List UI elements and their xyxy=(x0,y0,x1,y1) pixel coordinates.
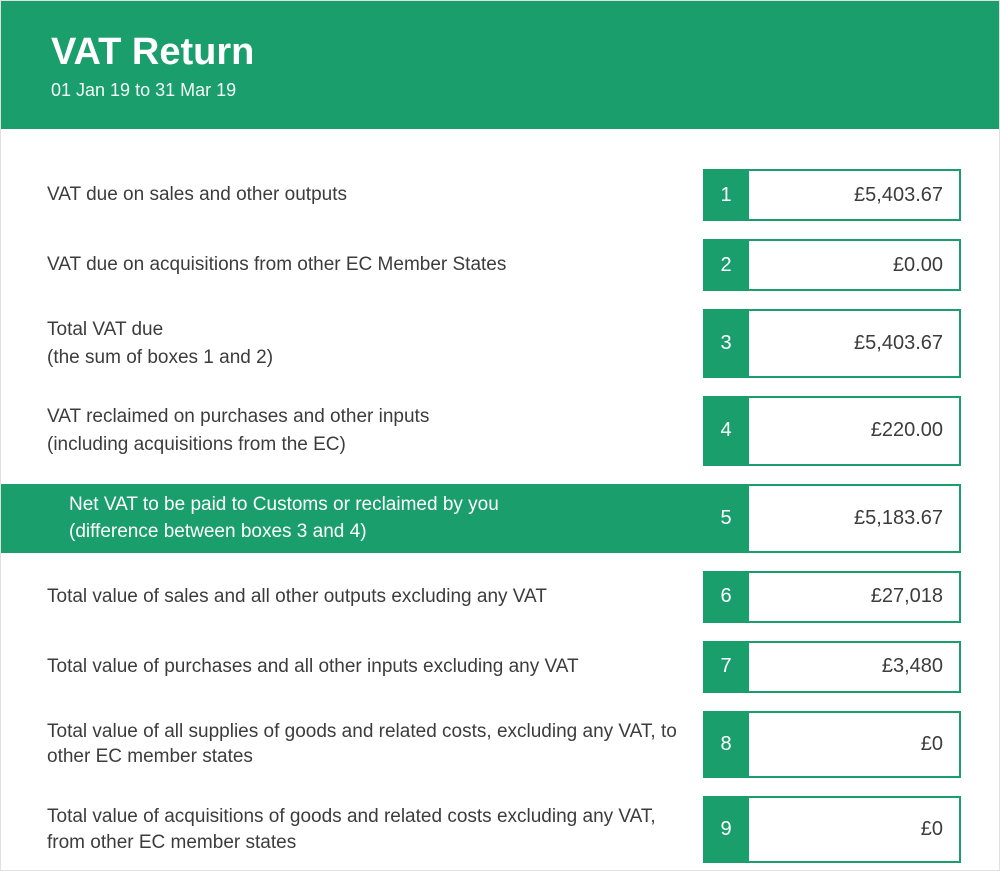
row-description: VAT reclaimed on purchases and other inp… xyxy=(47,404,693,430)
row-description-sub: (difference between boxes 3 and 4) xyxy=(69,519,693,545)
vat-row: Total value of all supplies of goods and… xyxy=(39,711,961,778)
vat-row: Total value of purchases and all other i… xyxy=(39,641,961,693)
vat-return-container: VAT Return 01 Jan 19 to 31 Mar 19 VAT du… xyxy=(0,0,1000,871)
page-title: VAT Return xyxy=(51,31,949,74)
box-value: £0.00 xyxy=(749,239,961,291)
box-value: £5,403.67 xyxy=(749,169,961,221)
box-number: 6 xyxy=(703,571,749,623)
row-description-wrap: Total value of acquisitions of goods and… xyxy=(39,796,703,863)
box-number: 3 xyxy=(703,309,749,378)
box-number: 4 xyxy=(703,396,749,465)
box-number: 9 xyxy=(703,796,749,863)
row-description: VAT due on acquisitions from other EC Me… xyxy=(47,252,693,278)
row-description-wrap: Net VAT to be paid to Customs or reclaim… xyxy=(39,484,703,553)
row-description: Total value of all supplies of goods and… xyxy=(47,719,693,770)
row-description: Total value of sales and all other outpu… xyxy=(47,584,693,610)
row-description: Net VAT to be paid to Customs or reclaim… xyxy=(69,492,693,518)
vat-row: VAT reclaimed on purchases and other inp… xyxy=(39,396,961,465)
row-description-wrap: Total value of purchases and all other i… xyxy=(39,641,703,693)
row-description-sub: (including acquisitions from the EC) xyxy=(47,432,693,458)
box-number: 5 xyxy=(703,484,749,553)
vat-rows-body: VAT due on sales and other outputs1£5,40… xyxy=(1,129,999,863)
vat-row: VAT due on sales and other outputs 1£5,40… xyxy=(39,169,961,221)
vat-row: Total VAT due(the sum of boxes 1 and 2)3… xyxy=(39,309,961,378)
box-value: £27,018 xyxy=(749,571,961,623)
row-description-wrap: VAT due on sales and other outputs xyxy=(39,169,703,221)
row-description-wrap: Total VAT due(the sum of boxes 1 and 2) xyxy=(39,309,703,378)
vat-row: Net VAT to be paid to Customs or reclaim… xyxy=(1,484,961,553)
row-description: Total VAT due xyxy=(47,317,693,343)
row-description-wrap: VAT due on acquisitions from other EC Me… xyxy=(39,239,703,291)
row-description: VAT due on sales and other outputs xyxy=(47,182,693,208)
date-range: 01 Jan 19 to 31 Mar 19 xyxy=(51,80,949,101)
box-value: £0 xyxy=(749,711,961,778)
box-value: £5,403.67 xyxy=(749,309,961,378)
box-value: £5,183.67 xyxy=(749,484,961,553)
header: VAT Return 01 Jan 19 to 31 Mar 19 xyxy=(1,1,999,129)
row-description-wrap: VAT reclaimed on purchases and other inp… xyxy=(39,396,703,465)
box-number: 1 xyxy=(703,169,749,221)
row-description-sub: (the sum of boxes 1 and 2) xyxy=(47,345,693,371)
box-value: £0 xyxy=(749,796,961,863)
box-number: 8 xyxy=(703,711,749,778)
vat-row: VAT due on acquisitions from other EC Me… xyxy=(39,239,961,291)
row-description: Total value of purchases and all other i… xyxy=(47,654,693,680)
box-number: 2 xyxy=(703,239,749,291)
box-number: 7 xyxy=(703,641,749,693)
vat-row: Total value of acquisitions of goods and… xyxy=(39,796,961,863)
box-value: £3,480 xyxy=(749,641,961,693)
vat-row: Total value of sales and all other outpu… xyxy=(39,571,961,623)
row-description-wrap: Total value of all supplies of goods and… xyxy=(39,711,703,778)
row-description: Total value of acquisitions of goods and… xyxy=(47,804,693,855)
row-description-wrap: Total value of sales and all other outpu… xyxy=(39,571,703,623)
box-value: £220.00 xyxy=(749,396,961,465)
